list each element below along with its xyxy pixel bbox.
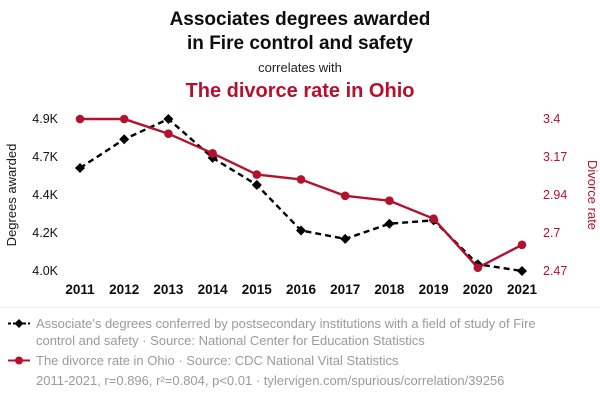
diamond-marker [75,162,85,173]
left-axis-tick: 4.4K [32,188,58,202]
secondary-title: The divorce rate in Ohio [185,79,415,102]
left-axis-tick: 4.2K [32,226,58,240]
diamond-marker [340,233,351,244]
series-line-diamond [79,117,523,272]
left-axis-tick: 4.9K [32,112,58,126]
right-axis-title: Divorce rate [585,159,600,229]
diamond-marker [384,218,395,229]
x-axis-tick: 2016 [286,282,317,297]
x-axis-tick: 2019 [419,282,449,297]
circle-marker [252,169,262,179]
page-title-line1: Associates degrees awarded [169,9,431,30]
left-axis-title: Degrees awarded [4,143,19,246]
x-axis-tick: 2021 [507,282,538,297]
red-circle-series-legend-icon [8,356,30,365]
right-axis-tick: 3.17 [543,150,567,164]
diamond-marker [517,265,527,276]
x-axis-tick: 2017 [330,282,360,297]
chart-footer: Associate's degrees conferred by postsec… [0,306,600,390]
legend-text-divorce: The divorce rate in Ohio · Source: CDC N… [36,352,399,368]
left-axis-tick: 4.0K [32,264,58,278]
diamond-marker [251,179,262,190]
circle-marker [473,262,483,272]
diamond-marker [163,113,174,124]
circle-marker [340,191,350,200]
circle-marker [296,174,306,184]
circle-marker [164,128,173,138]
x-axis-tick: 2011 [65,282,95,297]
x-axis-tick: 2014 [198,282,229,297]
black-diamond-series-legend-icon [8,318,30,328]
x-axis-tick: 2020 [463,282,493,297]
chart-header: Associates degrees awarded in Fire contr… [0,0,600,103]
diamond-marker [119,133,130,144]
correlates-with-label: correlates with [258,59,342,75]
circle-marker [75,114,85,123]
chart-area: 4.0K 4.2K 4.4K 4.7K 4.9K 2.47 2.7 2.94 3.17 3.4 20… [0,105,600,301]
circle-marker [429,213,438,223]
circle-marker [517,240,527,249]
legend-row-degrees: Associate's degrees conferred by postsec… [8,315,574,349]
chart-svg: 4.0K 4.2K 4.4K 4.7K 4.9K 2.47 2.7 2.94 3.17 3.4 20… [4,112,600,297]
circle-marker [385,195,394,205]
diamond-marker [296,224,306,235]
left-axis-tick: 4.7K [32,150,58,164]
legend-text-degrees: Associate's degrees conferred by postsec… [36,315,536,348]
correlation-stats: 2011-2021, r=0.896, r²=0.804, p<0.01 · t… [36,372,505,388]
x-axis-tick: 2013 [153,282,184,297]
right-axis-tick: 2.94 [543,188,567,202]
right-axis-tick: 2.47 [543,264,567,278]
x-axis-tick: 2018 [374,282,405,297]
circle-marker [208,148,217,158]
right-axis-tick: 3.4 [543,112,560,126]
page-title-line2: in Fire control and safety [187,32,413,54]
series-line-circle [80,117,523,269]
legend-row-divorce: The divorce rate in Ohio · Source: CDC N… [8,352,574,369]
x-axis-tick: 2012 [109,282,139,297]
x-axis-tick: 2015 [242,282,273,297]
circle-marker [119,114,129,123]
right-axis-tick: 2.7 [543,226,560,240]
